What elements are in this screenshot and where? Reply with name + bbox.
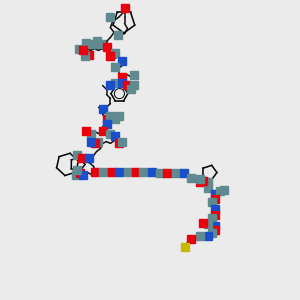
Bar bbox=[74, 167, 81, 174]
Bar bbox=[212, 222, 219, 230]
Bar bbox=[82, 128, 90, 135]
Bar bbox=[103, 115, 110, 122]
Bar bbox=[82, 39, 90, 46]
Bar bbox=[115, 112, 122, 120]
Bar bbox=[111, 63, 119, 70]
Bar bbox=[81, 52, 88, 60]
Bar bbox=[106, 52, 114, 60]
Bar bbox=[118, 57, 126, 64]
Bar bbox=[76, 169, 83, 176]
Bar bbox=[72, 171, 80, 178]
Bar bbox=[212, 206, 219, 213]
Bar bbox=[208, 230, 215, 237]
Bar bbox=[85, 51, 92, 58]
Bar bbox=[118, 79, 126, 86]
Bar bbox=[188, 174, 195, 182]
Bar bbox=[118, 138, 126, 146]
Bar bbox=[93, 38, 101, 45]
Bar bbox=[88, 40, 96, 48]
Bar bbox=[148, 168, 155, 176]
Bar bbox=[156, 169, 164, 177]
Bar bbox=[79, 46, 86, 54]
Bar bbox=[182, 243, 189, 250]
Bar bbox=[103, 120, 110, 128]
Bar bbox=[106, 82, 114, 89]
Bar bbox=[78, 154, 86, 161]
Bar bbox=[114, 32, 122, 39]
Bar bbox=[204, 220, 212, 228]
Bar bbox=[200, 219, 207, 226]
Bar bbox=[200, 177, 207, 184]
Bar bbox=[91, 140, 98, 147]
Bar bbox=[103, 43, 110, 50]
Bar bbox=[74, 152, 81, 159]
Bar bbox=[111, 132, 119, 140]
Bar bbox=[111, 115, 119, 122]
Bar bbox=[212, 190, 219, 197]
Bar bbox=[106, 130, 114, 137]
Bar bbox=[212, 211, 219, 218]
Bar bbox=[97, 40, 104, 47]
Bar bbox=[100, 168, 107, 176]
Bar bbox=[208, 214, 215, 221]
Bar bbox=[80, 171, 87, 178]
Bar bbox=[196, 178, 203, 186]
Bar bbox=[85, 154, 93, 161]
Bar bbox=[99, 105, 106, 112]
Bar bbox=[116, 168, 123, 176]
Bar bbox=[172, 169, 179, 177]
Bar bbox=[188, 236, 195, 243]
Bar bbox=[92, 168, 99, 176]
Bar bbox=[130, 82, 138, 89]
Bar bbox=[87, 130, 94, 137]
Bar bbox=[99, 128, 106, 135]
Bar bbox=[115, 140, 122, 147]
Bar bbox=[130, 71, 138, 79]
Bar bbox=[124, 168, 131, 176]
Bar bbox=[196, 232, 203, 239]
Bar bbox=[127, 85, 134, 93]
Bar bbox=[208, 198, 215, 206]
Bar bbox=[212, 195, 219, 203]
Bar bbox=[204, 232, 212, 239]
Bar bbox=[75, 45, 83, 52]
Bar bbox=[111, 80, 119, 87]
Bar bbox=[204, 178, 212, 186]
Bar bbox=[212, 226, 219, 234]
Bar bbox=[132, 168, 140, 176]
Bar bbox=[94, 138, 102, 146]
Bar bbox=[87, 138, 94, 146]
Bar bbox=[180, 169, 188, 177]
Bar bbox=[220, 186, 227, 194]
Bar bbox=[106, 14, 114, 21]
Bar bbox=[204, 184, 212, 191]
Bar bbox=[118, 74, 126, 81]
Bar bbox=[111, 50, 119, 57]
Bar bbox=[196, 175, 203, 182]
Bar bbox=[108, 168, 116, 176]
Bar bbox=[123, 82, 130, 89]
Bar bbox=[121, 4, 128, 12]
Bar bbox=[106, 112, 114, 120]
Bar bbox=[164, 169, 171, 177]
Bar bbox=[216, 188, 224, 195]
Bar bbox=[140, 168, 147, 176]
